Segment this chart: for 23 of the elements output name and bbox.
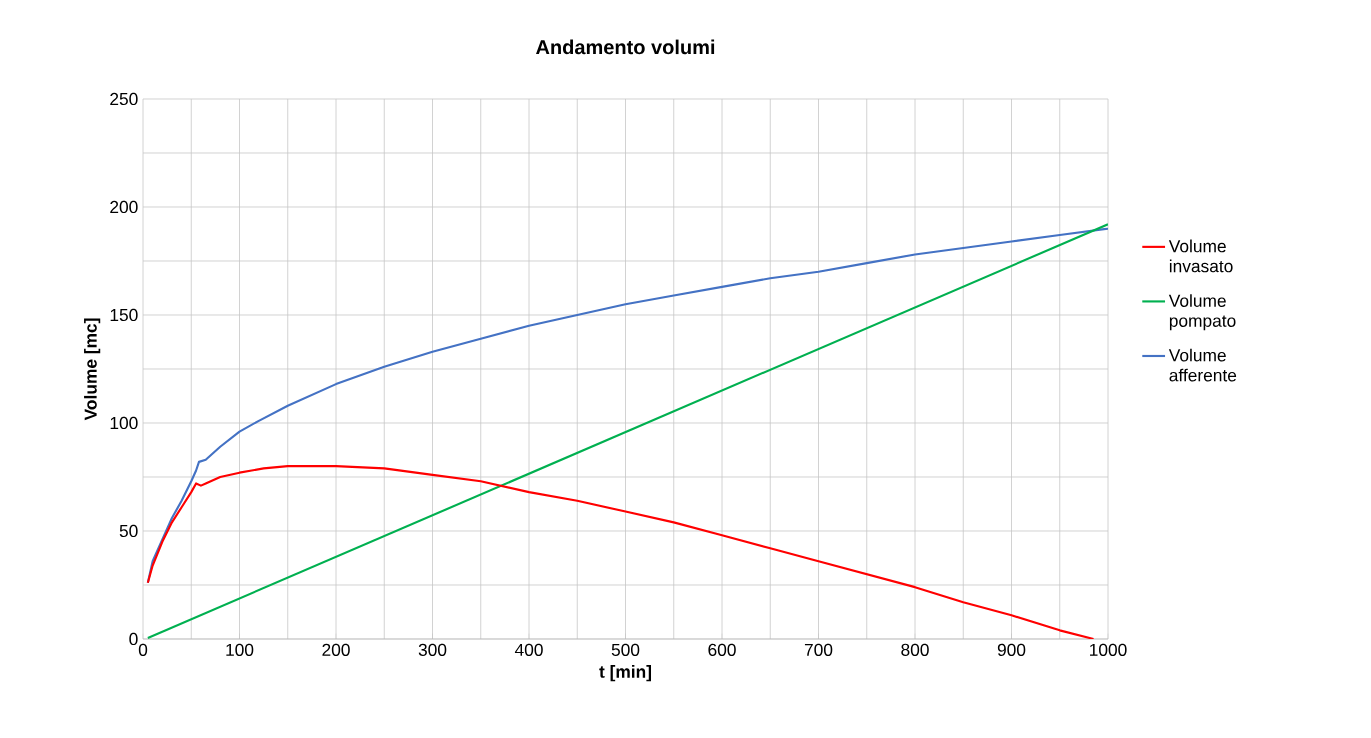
y-axis-title: Volume [mc] (84, 318, 101, 421)
y-tick-label: 50 (119, 524, 138, 538)
x-tick-label: 100 (226, 643, 254, 656)
x-tick-label: 900 (997, 643, 1026, 656)
legend-label: Volume afferente (1168, 348, 1237, 382)
x-tick-label: 800 (901, 643, 929, 656)
y-tick-label: 0 (129, 632, 138, 646)
y-tick-label: 250 (110, 92, 138, 106)
x-tick-label: 700 (804, 643, 833, 656)
y-tick-label: 150 (110, 308, 138, 322)
legend-label: Volume pompato (1168, 294, 1236, 331)
x-tick-label: 1000 (1090, 643, 1127, 656)
x-tick-label: 0 (138, 643, 148, 656)
y-tick-label: 200 (110, 200, 138, 214)
x-tick-label: 200 (322, 643, 350, 656)
x-axis-title: t [min] (599, 665, 652, 682)
x-tick-label: 300 (418, 643, 447, 656)
y-tick-label: 100 (110, 416, 138, 430)
x-tick-label: 500 (611, 643, 640, 656)
x-tick-label: 400 (514, 643, 543, 656)
chart-title: Andamento volumi (536, 39, 715, 55)
x-tick-label: 600 (708, 643, 736, 656)
legend-label: Volume invasato (1168, 239, 1233, 273)
